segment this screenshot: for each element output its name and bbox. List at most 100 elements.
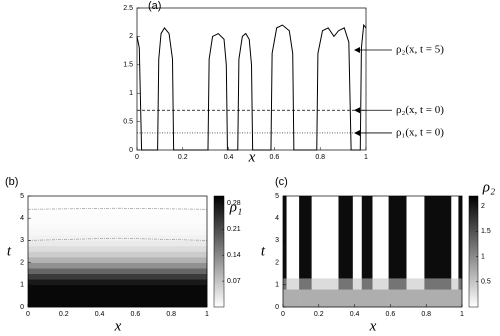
- heat-cell: [299, 289, 312, 308]
- heat-cell: [28, 223, 208, 230]
- heat-cell: [406, 289, 425, 308]
- panel-label: (c): [275, 176, 288, 188]
- x-tick-label: 0.4: [224, 154, 234, 161]
- heat-cell: [338, 289, 354, 308]
- y-tick-label: 1: [129, 90, 133, 97]
- x-axis-label: x: [114, 318, 122, 334]
- y-tick-label: 1: [275, 282, 279, 289]
- heat-cell: [28, 301, 208, 308]
- heat-cell: [286, 289, 300, 308]
- y-tick-label: 5: [275, 193, 279, 200]
- x-tick-label: 0.2: [314, 311, 324, 318]
- colorbar-tick-label: 2: [481, 203, 485, 210]
- heat-cell: [338, 278, 354, 290]
- x-tick-label: 0.8: [166, 311, 176, 318]
- colorbar: [213, 195, 225, 308]
- heat-cell: [283, 196, 287, 279]
- heat-cell: [28, 273, 208, 280]
- heat-cell: [283, 278, 287, 290]
- heat-cell: [451, 289, 459, 308]
- heat-cell: [361, 278, 373, 290]
- y-tick-label: 0: [129, 147, 133, 154]
- heat-cell: [286, 278, 300, 290]
- heat-cell: [28, 207, 208, 213]
- series-label: ρ₂(x, t = 0): [396, 104, 444, 116]
- series-label: ρ₁(x, t = 0): [396, 126, 444, 138]
- heat-cell: [28, 279, 208, 286]
- heat-cell: [28, 284, 208, 291]
- heat-cell: [311, 278, 339, 290]
- heat-cell: [451, 278, 459, 290]
- plot-frame: [136, 7, 367, 151]
- y-tick-label: 2: [275, 259, 279, 266]
- series-line: [136, 23, 367, 151]
- heat-cell: [352, 278, 363, 290]
- heat-cell: [451, 196, 459, 279]
- heat-cell: [299, 278, 312, 290]
- y-tick-label: 0.5: [123, 118, 133, 125]
- y-tick-label: 0: [20, 304, 24, 311]
- heat-cell: [28, 257, 208, 263]
- panel-label: (b): [5, 176, 18, 188]
- colorbar-tick-label: 0.07: [227, 278, 241, 285]
- heat-cell: [28, 218, 208, 225]
- heat-cell: [424, 289, 452, 308]
- heat-cell: [286, 196, 300, 279]
- arrow-head: [354, 129, 360, 136]
- heat-cell: [299, 196, 312, 279]
- x-tick-label: 1: [364, 154, 368, 161]
- heat-cell: [406, 196, 425, 279]
- x-tick-label: 0.8: [421, 311, 431, 318]
- heat-cell: [311, 196, 339, 279]
- plot-frame: [27, 195, 208, 308]
- y-axis-label: t: [261, 243, 266, 259]
- heat-cell: [28, 268, 208, 274]
- y-tick-label: 2: [20, 259, 24, 266]
- x-tick-label: 0.6: [131, 311, 141, 318]
- heat-cell: [28, 196, 208, 202]
- y-tick-label: 2.5: [123, 5, 133, 12]
- heat-cell: [388, 278, 407, 290]
- x-axis-label: x: [369, 318, 377, 334]
- heat-cell: [424, 196, 452, 279]
- heat-cell: [28, 262, 208, 269]
- colorbar-tick-label: 1: [481, 253, 485, 260]
- heat-cell: [372, 278, 389, 290]
- heat-cell: [28, 295, 208, 302]
- heat-cell: [311, 289, 339, 308]
- heat-cell: [372, 289, 389, 308]
- heat-cell: [338, 196, 354, 279]
- heat-cell: [28, 251, 208, 258]
- arrow-head: [354, 47, 360, 53]
- heat-cell: [28, 240, 208, 247]
- x-tick-label: 0.8: [315, 154, 325, 161]
- heat-cell: [283, 289, 287, 308]
- x-tick-label: 1: [460, 311, 464, 318]
- heat-cell: [28, 201, 208, 208]
- heat-cell: [361, 289, 373, 308]
- heat-cell: [28, 212, 208, 219]
- colorbar-tick-label: 0.14: [227, 252, 241, 259]
- plot-frame: [282, 195, 463, 308]
- panel-label: (a): [148, 0, 161, 12]
- series-label: ρ₂(x, t = 5): [396, 44, 444, 56]
- x-tick-label: 0.2: [59, 311, 69, 318]
- heat-cell: [352, 196, 363, 279]
- heat-cell: [28, 245, 208, 252]
- y-tick-label: 1: [20, 282, 24, 289]
- heat-cell: [352, 289, 363, 308]
- heat-cell: [372, 196, 389, 279]
- heat-cell: [28, 234, 208, 241]
- heat-cell: [406, 278, 425, 290]
- colorbar-tick-label: 0.5: [481, 279, 491, 286]
- y-tick-label: 5: [20, 193, 24, 200]
- heat-cell: [458, 289, 463, 308]
- colorbar-label: ρ₁: [229, 199, 242, 215]
- x-tick-label: 0: [135, 154, 139, 161]
- colorbar-label: ρ₂: [482, 179, 495, 195]
- x-tick-label: 0: [26, 311, 30, 318]
- x-tick-label: 1: [205, 311, 209, 318]
- heat-cell: [388, 289, 407, 308]
- arrow-head: [354, 107, 360, 114]
